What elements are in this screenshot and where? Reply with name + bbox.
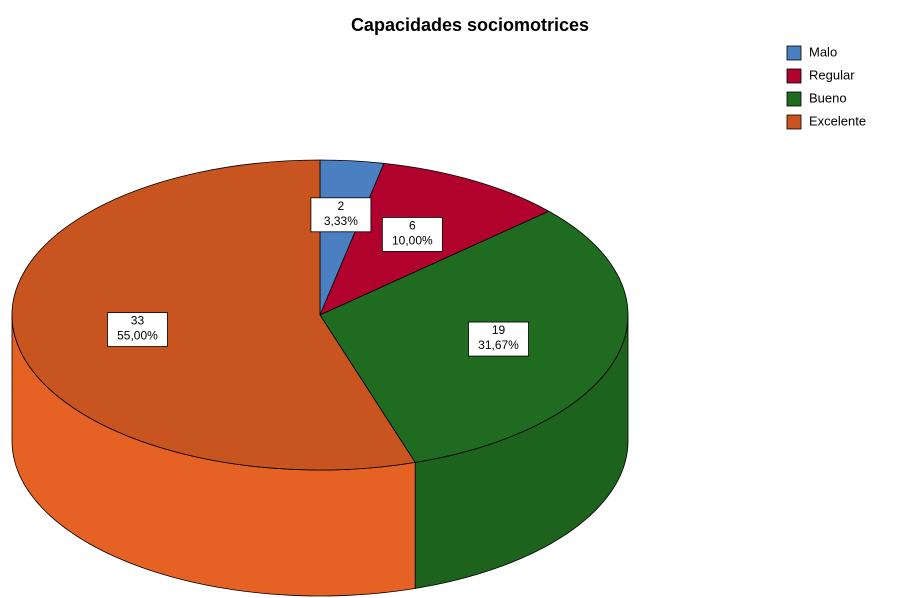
legend-label: Regular bbox=[809, 67, 855, 82]
legend-swatch bbox=[786, 91, 802, 107]
data-label-count: 33 bbox=[131, 314, 145, 328]
pie-slice bbox=[11, 159, 416, 471]
data-label-box bbox=[468, 321, 529, 357]
legend-swatch bbox=[786, 114, 802, 130]
legend-label: Malo bbox=[809, 44, 837, 59]
data-label-percent: 31,67% bbox=[478, 338, 519, 352]
data-label-percent: 10,00% bbox=[392, 234, 433, 248]
data-label-percent: 55,00% bbox=[117, 329, 158, 343]
legend-swatch bbox=[786, 68, 802, 84]
data-label-count: 6 bbox=[409, 219, 416, 233]
legend-label: Bueno bbox=[809, 90, 847, 105]
chart-title: Capacidades sociomotrices bbox=[351, 15, 589, 35]
legend: Malo Regular Bueno Excelente bbox=[786, 44, 866, 130]
data-label-box bbox=[310, 197, 372, 233]
data-label-box bbox=[381, 217, 443, 252]
legend-label: Excelente bbox=[809, 113, 866, 128]
data-label-count: 2 bbox=[338, 199, 345, 213]
data-label-count: 19 bbox=[492, 323, 506, 337]
data-label-box bbox=[107, 312, 168, 347]
legend-swatch bbox=[786, 45, 802, 61]
data-label-percent: 3,33% bbox=[324, 214, 358, 228]
